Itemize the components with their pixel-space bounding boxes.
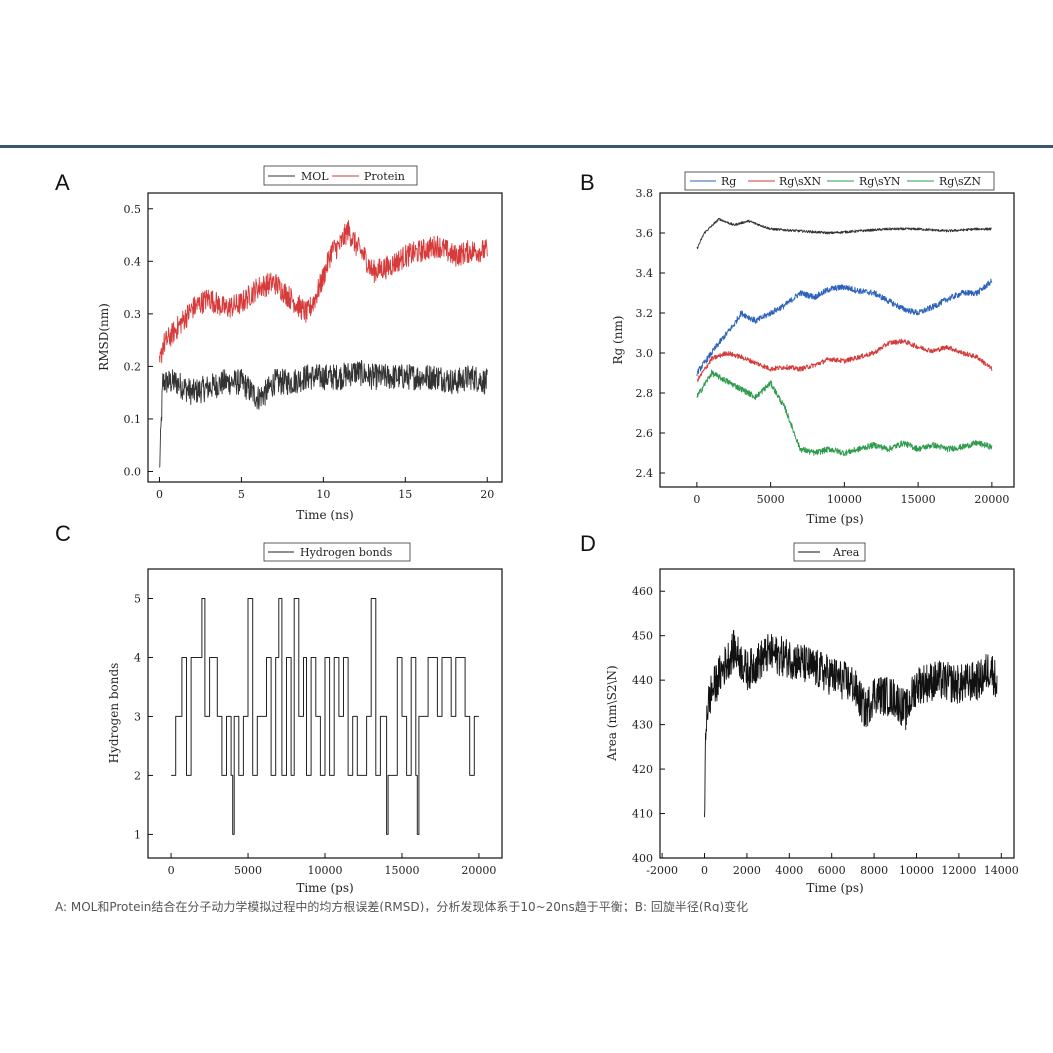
ytick-label-d: 410 — [632, 808, 653, 821]
chart-marks: 0 5 10 15 200.00.10.20.30.40.50 5000 10000 1500… — [124, 187, 1019, 877]
legend-hbonds-label: Hydrogen bonds — [300, 546, 393, 559]
xtick-label-a: 0 — [156, 488, 163, 501]
ytick-label-b: 3.8 — [636, 187, 654, 200]
legend-rg-label: Rg — [721, 175, 736, 188]
ytick-label-a: 0.1 — [124, 413, 142, 426]
ytick-label-d: 450 — [632, 630, 653, 643]
legend-area-label: Area — [832, 546, 860, 559]
legend-rgx-label: Rg\sXN — [779, 175, 822, 188]
ytick-label-b: 2.8 — [636, 387, 654, 400]
series-line-c-hydrogen-bonds — [171, 598, 479, 835]
xtick-label-d: 0 — [701, 864, 708, 877]
xtick-label-d: -2000 — [646, 864, 678, 877]
legend-a: MOL Protein — [263, 165, 418, 186]
xtick-label-d: 2000 — [733, 864, 761, 877]
ytick-label-b: 2.6 — [636, 427, 654, 440]
plot-frame-a — [147, 192, 503, 483]
xtick-label-c: 20000 — [461, 864, 496, 877]
panel-label-a: A — [55, 170, 70, 195]
ytick-label-b: 3.2 — [636, 307, 654, 320]
xtick-label-b: 10000 — [827, 493, 862, 506]
xtick-label-b: 20000 — [974, 493, 1009, 506]
ylabel-c: Hydrogen bonds — [107, 663, 121, 764]
series-line-b-rg-sxn — [696, 278, 993, 377]
legend-rgz-label: Rg\sZN — [939, 175, 981, 188]
legend-b: Rg Rg\sXN Rg\sYN Rg\sZN — [684, 171, 995, 191]
xlabel-a: Time (ns) — [296, 508, 353, 522]
ytick-label-d: 420 — [632, 763, 653, 776]
ytick-label-d: 400 — [632, 852, 653, 865]
ytick-label-d: 460 — [632, 585, 653, 598]
xtick-label-a: 20 — [480, 488, 494, 501]
series-line-b-rg-szn — [696, 369, 993, 457]
legend-rgy-label: Rg\sYN — [859, 175, 901, 188]
xtick-label-d: 10000 — [899, 864, 934, 877]
xtick-label-d: 6000 — [818, 864, 846, 877]
xtick-label-a: 5 — [238, 488, 245, 501]
series-line-b-rg — [696, 217, 993, 250]
xlabel-c: Time (ps) — [296, 881, 353, 895]
ytick-label-d: 430 — [632, 719, 653, 732]
legend-mol-label: MOL — [301, 170, 329, 183]
ytick-label-c: 2 — [134, 769, 141, 782]
ytick-label-d: 440 — [632, 674, 653, 687]
series-line-b-rg-syn — [696, 338, 993, 383]
legend-protein-label: Protein — [364, 170, 405, 183]
xtick-label-c: 10000 — [308, 864, 343, 877]
ytick-label-a: 0.3 — [124, 308, 142, 321]
xtick-label-b: 0 — [693, 493, 700, 506]
ytick-label-c: 4 — [134, 651, 141, 664]
ytick-label-c: 1 — [134, 828, 141, 841]
ytick-label-b: 3.0 — [636, 347, 654, 360]
panel-label-d: D — [580, 531, 596, 556]
xtick-label-c: 15000 — [384, 864, 419, 877]
xtick-label-d: 4000 — [775, 864, 803, 877]
ytick-label-b: 3.6 — [636, 227, 654, 240]
ytick-label-a: 0.2 — [124, 360, 142, 373]
ytick-label-b: 2.4 — [636, 467, 654, 480]
ytick-label-a: 0.0 — [124, 465, 142, 478]
series-line-d-area — [704, 629, 998, 818]
ylabel-a: RMSD(nm) — [97, 303, 111, 371]
ytick-label-a: 0.4 — [124, 255, 142, 268]
legend-c: Hydrogen bonds — [263, 542, 411, 562]
xtick-label-b: 15000 — [901, 493, 936, 506]
xlabel-d: Time (ps) — [806, 881, 863, 895]
xtick-label-b: 5000 — [757, 493, 785, 506]
xtick-label-d: 12000 — [941, 864, 976, 877]
figure-caption: A: MOL和Protein结合在分子动力学模拟过程中的均方根误差(RMSD)，… — [55, 900, 749, 912]
panel-label-c: C — [55, 521, 71, 546]
legend-d: Area — [793, 542, 866, 562]
ylabel-b: Rg (nm) — [611, 315, 625, 364]
header-rule — [0, 145, 1053, 148]
xtick-label-a: 10 — [316, 488, 330, 501]
xtick-label-c: 0 — [168, 864, 175, 877]
ylabel-d: Area (nm\S2\N) — [605, 665, 619, 761]
panel-label-b: B — [580, 170, 595, 195]
plot-frame-d — [659, 568, 1015, 859]
series-line-a-protein — [159, 220, 488, 364]
ytick-label-c: 5 — [134, 592, 141, 605]
series-line-a-mol — [159, 359, 488, 468]
plot-frame-b — [659, 192, 1015, 488]
ytick-label-b: 3.4 — [636, 267, 654, 280]
xtick-label-d: 14000 — [984, 864, 1019, 877]
xlabel-b: Time (ps) — [806, 512, 863, 526]
ytick-label-c: 3 — [134, 710, 141, 723]
xtick-label-c: 5000 — [234, 864, 262, 877]
xtick-label-d: 8000 — [860, 864, 888, 877]
ytick-label-a: 0.5 — [124, 203, 142, 216]
xtick-label-a: 15 — [398, 488, 412, 501]
